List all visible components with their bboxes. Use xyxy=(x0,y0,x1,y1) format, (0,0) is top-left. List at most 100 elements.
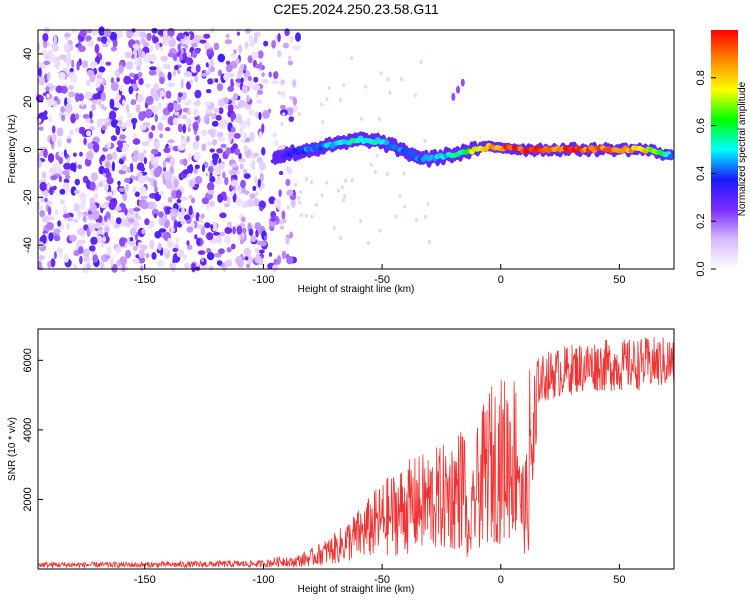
noise-point xyxy=(159,90,165,97)
noise-point xyxy=(196,262,200,267)
noise-point xyxy=(339,97,342,102)
noise-point xyxy=(230,126,236,133)
noise-point xyxy=(44,197,48,203)
noise-point xyxy=(257,89,264,95)
noise-point xyxy=(160,116,168,121)
noise-point xyxy=(132,245,138,252)
noise-point xyxy=(78,126,86,135)
noise-point xyxy=(170,225,174,234)
noise-point xyxy=(270,211,277,219)
noise-point xyxy=(61,114,66,122)
noise-point xyxy=(188,179,195,188)
noise-point xyxy=(217,53,226,63)
noise-point xyxy=(106,246,112,257)
noise-point xyxy=(277,91,281,95)
noise-point xyxy=(85,35,92,42)
noise-point xyxy=(178,216,185,221)
noise-point xyxy=(289,231,293,239)
noise-point xyxy=(304,213,308,218)
noise-point xyxy=(167,52,175,58)
noise-point xyxy=(239,64,244,70)
noise-point xyxy=(359,219,363,224)
noise-point xyxy=(244,190,250,196)
x-tick-label: 50 xyxy=(613,574,625,586)
noise-point xyxy=(325,180,329,185)
noise-point xyxy=(182,254,187,261)
noise-point xyxy=(288,55,292,60)
noise-point xyxy=(53,35,58,44)
noise-point xyxy=(251,51,259,59)
noise-point xyxy=(73,250,80,256)
noise-point xyxy=(73,202,80,212)
noise-point xyxy=(212,139,218,146)
noise-point xyxy=(259,172,264,183)
noise-point xyxy=(58,157,64,165)
noise-point xyxy=(43,49,47,58)
noise-point xyxy=(325,97,329,102)
noise-point xyxy=(379,71,383,76)
noise-point xyxy=(72,218,79,223)
y-tick-label: 4000 xyxy=(22,418,34,442)
noise-point xyxy=(167,139,175,144)
noise-point xyxy=(74,178,81,186)
noise-point xyxy=(94,43,100,54)
noise-point xyxy=(343,194,347,199)
noise-point xyxy=(286,205,290,210)
x-tick-label: 50 xyxy=(613,274,625,286)
noise-point xyxy=(50,43,58,48)
noise-point xyxy=(195,135,200,142)
noise-point xyxy=(135,104,141,113)
noise-point xyxy=(213,108,220,113)
noise-point xyxy=(137,57,143,67)
noise-point xyxy=(211,221,218,232)
noise-point xyxy=(229,191,235,196)
noise-point xyxy=(423,139,427,143)
noise-point xyxy=(124,51,133,59)
noise-point xyxy=(139,186,147,195)
noise-point xyxy=(102,43,109,48)
noise-point xyxy=(386,172,389,177)
noise-point xyxy=(246,198,255,208)
noise-point xyxy=(185,117,192,125)
noise-point xyxy=(255,229,259,238)
noise-point xyxy=(227,85,235,92)
noise-point xyxy=(46,221,54,231)
noise-point xyxy=(132,186,137,193)
noise-point xyxy=(164,127,171,132)
noise-point xyxy=(67,216,73,222)
noise-point xyxy=(180,48,184,55)
noise-point xyxy=(215,78,219,83)
y-tick-label: -40 xyxy=(22,237,34,253)
noise-point xyxy=(112,38,118,48)
noise-point xyxy=(92,210,100,220)
noise-point xyxy=(188,164,194,174)
x-tick-label: -50 xyxy=(374,274,390,286)
noise-point xyxy=(73,264,77,269)
noise-point xyxy=(167,102,174,113)
noise-point xyxy=(104,225,110,234)
noise-point xyxy=(42,33,49,42)
noise-point xyxy=(63,43,70,53)
noise-point xyxy=(109,31,117,41)
noise-point xyxy=(364,84,368,89)
noise-point xyxy=(299,213,303,218)
noise-point xyxy=(255,63,262,69)
noise-point xyxy=(181,114,188,120)
noise-point xyxy=(252,152,260,158)
noise-point xyxy=(277,33,281,42)
noise-point xyxy=(212,155,218,166)
noise-point xyxy=(138,152,146,163)
noise-point xyxy=(134,191,140,197)
noise-point xyxy=(230,112,237,120)
noise-point xyxy=(225,33,230,39)
noise-point xyxy=(59,199,65,205)
noise-point xyxy=(378,228,382,233)
x-tick-label: 0 xyxy=(498,574,504,586)
noise-point xyxy=(133,73,140,81)
noise-point xyxy=(176,249,185,258)
noise-point xyxy=(196,238,201,246)
noise-point xyxy=(130,99,137,106)
noise-point xyxy=(54,56,62,61)
noise-point xyxy=(128,85,134,95)
noise-point xyxy=(132,258,140,264)
